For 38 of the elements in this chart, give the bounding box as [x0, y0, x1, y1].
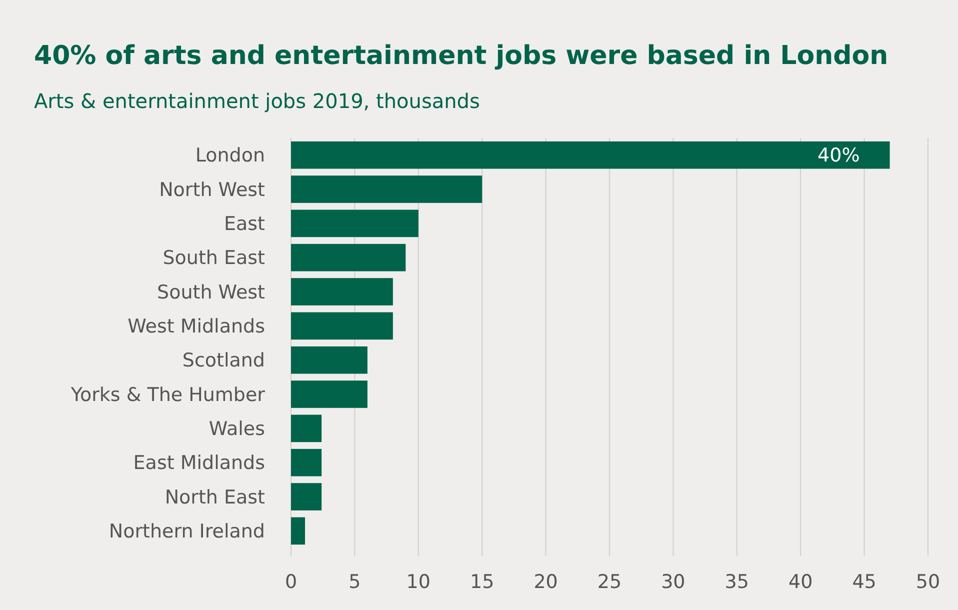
x-tick-label: 5 [348, 571, 361, 593]
x-tick-label: 15 [470, 571, 494, 593]
y-tick-label: South West [157, 281, 265, 304]
annotation: 40% [818, 144, 860, 167]
bar [291, 346, 368, 374]
y-tick-label: East Midlands [133, 452, 265, 474]
y-tick-label: East [224, 213, 265, 236]
chart-subtitle: Arts & enterntainment jobs 2019, thousands [34, 89, 480, 113]
chart-title: 40% of arts and entertainment jobs were based in London [34, 41, 888, 71]
bar [291, 244, 406, 272]
bar [291, 517, 306, 545]
x-tick-label: 20 [534, 571, 558, 593]
x-tick-label: 45 [852, 571, 876, 593]
bar [291, 176, 482, 203]
x-tick-label: 0 [284, 571, 298, 593]
y-tick-label: Scotland [182, 350, 265, 372]
x-tick-label: 10 [406, 571, 430, 593]
y-tick-label: North East [164, 486, 265, 508]
x-tick-label: 30 [661, 571, 686, 593]
x-tick-label: 25 [597, 571, 622, 593]
bar [291, 414, 322, 442]
y-tick-label: South East [162, 247, 265, 270]
bar [291, 380, 368, 408]
x-tick-label: 50 [916, 571, 940, 593]
bar [291, 312, 393, 340]
bar [291, 448, 322, 476]
x-tick-label: 35 [724, 571, 749, 593]
y-tick-label: London [195, 144, 265, 167]
x-tick-label: 40 [788, 571, 813, 593]
y-tick-label: Northern Ireland [108, 520, 265, 543]
y-tick-label: West Midlands [128, 316, 265, 338]
bar [291, 210, 418, 238]
y-tick-label: Wales [208, 418, 265, 440]
y-tick-label: Yorks & The Humber [70, 384, 266, 406]
bar [291, 278, 393, 306]
y-tick-label: North West [159, 178, 265, 201]
bar [291, 483, 322, 510]
bar [291, 141, 890, 169]
